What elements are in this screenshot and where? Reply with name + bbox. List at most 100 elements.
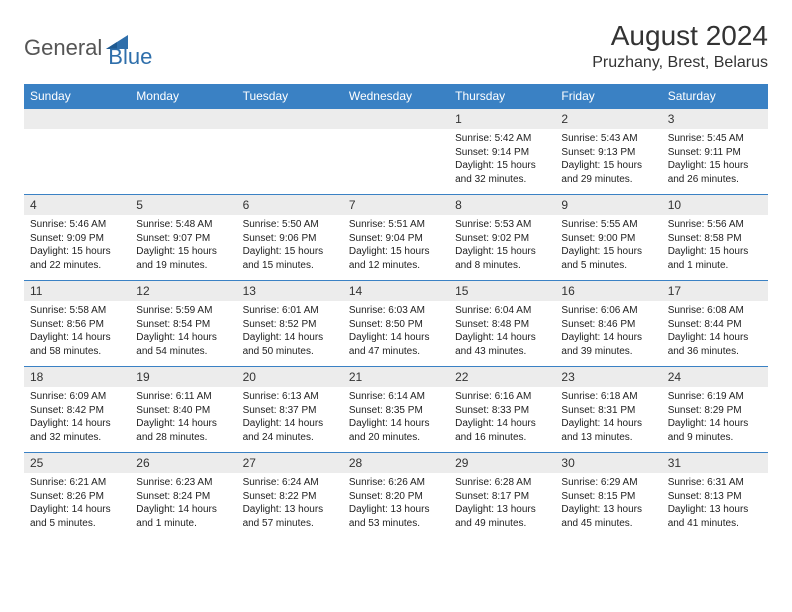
calendar-day-cell: 30Sunrise: 6:29 AMSunset: 8:15 PMDayligh…: [555, 453, 661, 539]
calendar-day-cell: 15Sunrise: 6:04 AMSunset: 8:48 PMDayligh…: [449, 281, 555, 367]
day-info: Sunrise: 6:03 AMSunset: 8:50 PMDaylight:…: [343, 301, 449, 364]
calendar-day-cell: 13Sunrise: 6:01 AMSunset: 8:52 PMDayligh…: [237, 281, 343, 367]
day-number: 18: [24, 367, 130, 387]
brand-logo: General Blue: [24, 26, 152, 70]
day-info: Sunrise: 6:28 AMSunset: 8:17 PMDaylight:…: [449, 473, 555, 536]
day-number: 17: [662, 281, 768, 301]
weekday-header: Monday: [130, 84, 236, 109]
day-info: Sunrise: 6:16 AMSunset: 8:33 PMDaylight:…: [449, 387, 555, 450]
day-info: Sunrise: 6:24 AMSunset: 8:22 PMDaylight:…: [237, 473, 343, 536]
day-number: 19: [130, 367, 236, 387]
calendar-day-cell: 17Sunrise: 6:08 AMSunset: 8:44 PMDayligh…: [662, 281, 768, 367]
calendar-day-cell: 7Sunrise: 5:51 AMSunset: 9:04 PMDaylight…: [343, 195, 449, 281]
day-info: Sunrise: 5:50 AMSunset: 9:06 PMDaylight:…: [237, 215, 343, 278]
calendar-table: SundayMondayTuesdayWednesdayThursdayFrid…: [24, 84, 768, 539]
day-number: 7: [343, 195, 449, 215]
day-number-empty: [237, 109, 343, 129]
day-info: Sunrise: 5:42 AMSunset: 9:14 PMDaylight:…: [449, 129, 555, 192]
calendar-day-cell: 6Sunrise: 5:50 AMSunset: 9:06 PMDaylight…: [237, 195, 343, 281]
day-number: 23: [555, 367, 661, 387]
day-info: Sunrise: 6:04 AMSunset: 8:48 PMDaylight:…: [449, 301, 555, 364]
day-info: Sunrise: 5:48 AMSunset: 9:07 PMDaylight:…: [130, 215, 236, 278]
calendar-week-row: 4Sunrise: 5:46 AMSunset: 9:09 PMDaylight…: [24, 195, 768, 281]
weekday-header: Friday: [555, 84, 661, 109]
weekday-header: Tuesday: [237, 84, 343, 109]
brand-part1: General: [24, 35, 102, 61]
calendar-day-cell: 31Sunrise: 6:31 AMSunset: 8:13 PMDayligh…: [662, 453, 768, 539]
calendar-day-cell: 19Sunrise: 6:11 AMSunset: 8:40 PMDayligh…: [130, 367, 236, 453]
calendar-day-cell: 4Sunrise: 5:46 AMSunset: 9:09 PMDaylight…: [24, 195, 130, 281]
day-info: Sunrise: 5:56 AMSunset: 8:58 PMDaylight:…: [662, 215, 768, 278]
calendar-day-cell: 20Sunrise: 6:13 AMSunset: 8:37 PMDayligh…: [237, 367, 343, 453]
day-number: 20: [237, 367, 343, 387]
calendar-day-cell: 12Sunrise: 5:59 AMSunset: 8:54 PMDayligh…: [130, 281, 236, 367]
calendar-day-cell: 24Sunrise: 6:19 AMSunset: 8:29 PMDayligh…: [662, 367, 768, 453]
day-number: 2: [555, 109, 661, 129]
day-number: 24: [662, 367, 768, 387]
calendar-day-cell: 18Sunrise: 6:09 AMSunset: 8:42 PMDayligh…: [24, 367, 130, 453]
calendar-day-cell: [24, 109, 130, 195]
day-info: Sunrise: 6:19 AMSunset: 8:29 PMDaylight:…: [662, 387, 768, 450]
month-title: August 2024: [592, 20, 768, 52]
day-number: 9: [555, 195, 661, 215]
calendar-day-cell: 22Sunrise: 6:16 AMSunset: 8:33 PMDayligh…: [449, 367, 555, 453]
day-number: 5: [130, 195, 236, 215]
day-info: Sunrise: 5:51 AMSunset: 9:04 PMDaylight:…: [343, 215, 449, 278]
calendar-day-cell: 29Sunrise: 6:28 AMSunset: 8:17 PMDayligh…: [449, 453, 555, 539]
calendar-day-cell: 14Sunrise: 6:03 AMSunset: 8:50 PMDayligh…: [343, 281, 449, 367]
day-number: 26: [130, 453, 236, 473]
day-number: 25: [24, 453, 130, 473]
day-number: 1: [449, 109, 555, 129]
brand-part2: Blue: [108, 44, 152, 70]
day-number-empty: [130, 109, 236, 129]
day-number: 27: [237, 453, 343, 473]
day-number: 6: [237, 195, 343, 215]
calendar-day-cell: 9Sunrise: 5:55 AMSunset: 9:00 PMDaylight…: [555, 195, 661, 281]
day-number: 3: [662, 109, 768, 129]
calendar-body: 1Sunrise: 5:42 AMSunset: 9:14 PMDaylight…: [24, 109, 768, 539]
day-number: 13: [237, 281, 343, 301]
weekday-header: Sunday: [24, 84, 130, 109]
weekday-header: Wednesday: [343, 84, 449, 109]
calendar-day-cell: [130, 109, 236, 195]
day-info: Sunrise: 6:23 AMSunset: 8:24 PMDaylight:…: [130, 473, 236, 536]
day-number: 11: [24, 281, 130, 301]
day-info: Sunrise: 6:13 AMSunset: 8:37 PMDaylight:…: [237, 387, 343, 450]
day-info: Sunrise: 6:26 AMSunset: 8:20 PMDaylight:…: [343, 473, 449, 536]
day-number: 10: [662, 195, 768, 215]
day-info: Sunrise: 5:45 AMSunset: 9:11 PMDaylight:…: [662, 129, 768, 192]
day-info: Sunrise: 6:18 AMSunset: 8:31 PMDaylight:…: [555, 387, 661, 450]
day-number-empty: [343, 109, 449, 129]
calendar-week-row: 11Sunrise: 5:58 AMSunset: 8:56 PMDayligh…: [24, 281, 768, 367]
calendar-week-row: 18Sunrise: 6:09 AMSunset: 8:42 PMDayligh…: [24, 367, 768, 453]
day-info: Sunrise: 6:09 AMSunset: 8:42 PMDaylight:…: [24, 387, 130, 450]
calendar-day-cell: 23Sunrise: 6:18 AMSunset: 8:31 PMDayligh…: [555, 367, 661, 453]
day-number: 8: [449, 195, 555, 215]
calendar-day-cell: 11Sunrise: 5:58 AMSunset: 8:56 PMDayligh…: [24, 281, 130, 367]
day-number: 28: [343, 453, 449, 473]
day-number: 12: [130, 281, 236, 301]
day-number: 30: [555, 453, 661, 473]
day-number: 14: [343, 281, 449, 301]
calendar-day-cell: [343, 109, 449, 195]
day-number: 31: [662, 453, 768, 473]
day-info: Sunrise: 5:58 AMSunset: 8:56 PMDaylight:…: [24, 301, 130, 364]
calendar-day-cell: 5Sunrise: 5:48 AMSunset: 9:07 PMDaylight…: [130, 195, 236, 281]
location-subtitle: Pruzhany, Brest, Belarus: [592, 54, 768, 72]
day-info: Sunrise: 5:53 AMSunset: 9:02 PMDaylight:…: [449, 215, 555, 278]
calendar-day-cell: 3Sunrise: 5:45 AMSunset: 9:11 PMDaylight…: [662, 109, 768, 195]
calendar-day-cell: 10Sunrise: 5:56 AMSunset: 8:58 PMDayligh…: [662, 195, 768, 281]
day-info: Sunrise: 6:29 AMSunset: 8:15 PMDaylight:…: [555, 473, 661, 536]
weekday-header: Thursday: [449, 84, 555, 109]
calendar-day-cell: [237, 109, 343, 195]
day-info: Sunrise: 6:01 AMSunset: 8:52 PMDaylight:…: [237, 301, 343, 364]
calendar-day-cell: 26Sunrise: 6:23 AMSunset: 8:24 PMDayligh…: [130, 453, 236, 539]
calendar-week-row: 1Sunrise: 5:42 AMSunset: 9:14 PMDaylight…: [24, 109, 768, 195]
day-number: 21: [343, 367, 449, 387]
calendar-week-row: 25Sunrise: 6:21 AMSunset: 8:26 PMDayligh…: [24, 453, 768, 539]
day-info: Sunrise: 5:55 AMSunset: 9:00 PMDaylight:…: [555, 215, 661, 278]
calendar-day-cell: 25Sunrise: 6:21 AMSunset: 8:26 PMDayligh…: [24, 453, 130, 539]
calendar-day-cell: 27Sunrise: 6:24 AMSunset: 8:22 PMDayligh…: [237, 453, 343, 539]
day-info: Sunrise: 6:11 AMSunset: 8:40 PMDaylight:…: [130, 387, 236, 450]
day-info: Sunrise: 6:14 AMSunset: 8:35 PMDaylight:…: [343, 387, 449, 450]
